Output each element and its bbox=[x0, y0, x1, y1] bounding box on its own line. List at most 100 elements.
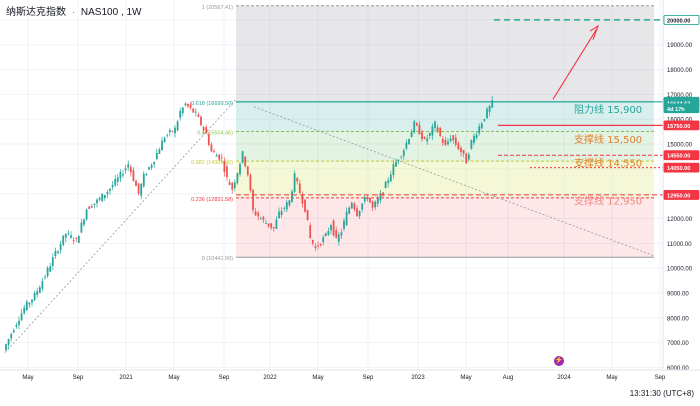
candle-body bbox=[179, 110, 182, 118]
time-axis-tick: May bbox=[460, 375, 471, 381]
candle-body bbox=[33, 293, 36, 301]
candle-body bbox=[309, 225, 312, 238]
candle-body bbox=[363, 196, 366, 202]
candle-body bbox=[280, 211, 283, 215]
time-axis-tick: Sep bbox=[363, 375, 374, 381]
candle-body bbox=[93, 203, 96, 206]
candle-body bbox=[447, 141, 449, 145]
fib-level-label: 0.236 (12831.58) bbox=[191, 197, 233, 203]
time-axis-tick: Sep bbox=[219, 375, 230, 381]
candle-body bbox=[59, 244, 62, 251]
candle-body bbox=[473, 135, 475, 143]
candle-body bbox=[426, 138, 429, 142]
candle-body bbox=[249, 175, 252, 191]
candle-body bbox=[327, 231, 330, 235]
candle-body bbox=[345, 211, 348, 226]
candle-body bbox=[324, 233, 327, 236]
candle-body bbox=[389, 174, 392, 182]
candle-body bbox=[23, 307, 26, 314]
header-comma: , bbox=[120, 7, 124, 18]
candle-body bbox=[38, 287, 41, 293]
candle-body bbox=[246, 166, 249, 175]
price-axis-tag bbox=[663, 150, 700, 161]
candle-body bbox=[257, 212, 260, 217]
candle-body bbox=[283, 207, 286, 209]
candle-body bbox=[155, 152, 158, 160]
candle-body bbox=[184, 103, 187, 106]
candle-body bbox=[142, 173, 145, 187]
candle-body bbox=[77, 235, 80, 244]
candle-body bbox=[101, 193, 104, 202]
candle-body bbox=[306, 209, 309, 221]
fib-level-label: 0 (10441.99) bbox=[202, 256, 233, 262]
price-axis-tick: 10000.00 bbox=[667, 267, 693, 273]
time-axis-tick: 2021 bbox=[119, 375, 133, 381]
candle-body bbox=[103, 194, 106, 199]
price-axis-tag bbox=[663, 162, 700, 173]
candle-body bbox=[486, 108, 488, 119]
price-axis-tick: 11000.00 bbox=[667, 242, 692, 248]
candle-body bbox=[421, 132, 423, 140]
candle-body bbox=[423, 137, 426, 139]
candle-body bbox=[387, 180, 390, 184]
candle-body bbox=[436, 127, 439, 132]
projection-arrow-line bbox=[552, 28, 598, 100]
fib-zone bbox=[236, 131, 654, 162]
candle-body bbox=[116, 177, 119, 182]
time-axis-tick: Sep bbox=[655, 375, 666, 381]
candle-body bbox=[319, 243, 322, 246]
candle-body bbox=[462, 149, 465, 154]
candle-body bbox=[187, 103, 189, 107]
candle-body bbox=[137, 183, 140, 194]
plot-background bbox=[0, 0, 663, 370]
candle-body bbox=[12, 330, 15, 333]
candle-body bbox=[215, 155, 218, 157]
candle-body bbox=[36, 291, 39, 295]
candle-body bbox=[231, 182, 234, 190]
candle-body bbox=[127, 164, 130, 168]
candle-body bbox=[244, 156, 247, 167]
candle-body bbox=[374, 201, 377, 208]
interval-label[interactable]: 1W bbox=[126, 7, 142, 18]
candle-body bbox=[15, 325, 18, 327]
tradingview-logo-icon[interactable]: ⚡ bbox=[554, 356, 564, 366]
candle-body bbox=[293, 173, 296, 192]
candle-body bbox=[428, 132, 431, 136]
candle-body bbox=[402, 150, 405, 156]
price-axis-tag-text: 14050.00 bbox=[667, 166, 690, 172]
candle-body bbox=[239, 164, 241, 175]
candle-body bbox=[10, 333, 13, 339]
candle-body bbox=[356, 208, 358, 217]
candle-body bbox=[478, 126, 481, 134]
symbol-header[interactable]: 纳斯达克指数 · NAS100 , 1W bbox=[6, 3, 142, 18]
time-axis-tick: May bbox=[168, 375, 179, 381]
candle-body bbox=[382, 192, 384, 195]
candle-body bbox=[54, 250, 57, 257]
candle-body bbox=[285, 202, 288, 210]
price-axis-tick: 8000.00 bbox=[667, 316, 689, 322]
candle-body bbox=[304, 199, 306, 212]
candle-body bbox=[171, 130, 174, 132]
price-axis-tag-text: 12950.00 bbox=[667, 193, 690, 199]
candle-body bbox=[259, 218, 262, 220]
candle-body bbox=[98, 197, 101, 200]
candle-body bbox=[174, 127, 176, 134]
candle-body bbox=[392, 164, 395, 176]
candle-body bbox=[291, 191, 293, 202]
candle-body bbox=[140, 183, 143, 196]
candle-body bbox=[236, 172, 239, 184]
price-axis-tag bbox=[663, 14, 700, 25]
price-axis-tick: 12000.00 bbox=[667, 217, 693, 223]
candle-body bbox=[366, 198, 369, 200]
candle-body bbox=[254, 211, 257, 216]
candle-body bbox=[202, 127, 205, 131]
time-axis-tick: May bbox=[606, 375, 617, 381]
candle-body bbox=[228, 181, 231, 185]
candle-body bbox=[80, 222, 83, 233]
price-axis-tag bbox=[663, 190, 700, 200]
candle-body bbox=[397, 159, 400, 161]
candle-body bbox=[408, 139, 410, 145]
candle-body bbox=[28, 302, 31, 305]
